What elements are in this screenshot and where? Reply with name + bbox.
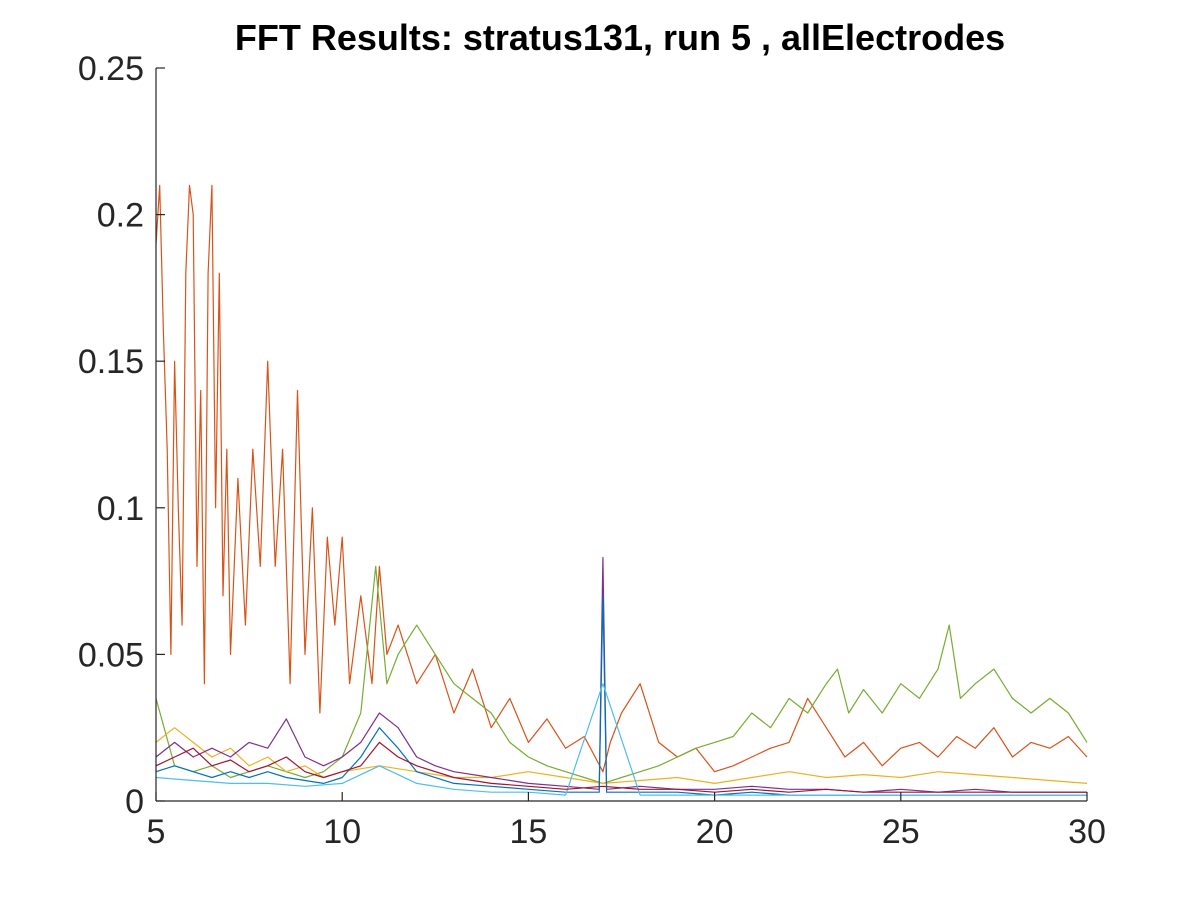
y-tick-label: 0 bbox=[125, 783, 144, 821]
x-tick-label: 20 bbox=[696, 813, 734, 851]
y-tick-label: 0.15 bbox=[78, 343, 144, 381]
y-tick-label: 0.05 bbox=[78, 636, 144, 674]
series-line-1 bbox=[155, 184, 1088, 773]
series-line-2 bbox=[155, 565, 1088, 785]
series-line-3 bbox=[155, 727, 1088, 785]
y-tick-label: 0.1 bbox=[97, 490, 144, 528]
ticks-layer: 5 10 15 20 25 30 0 0.05 0.1 0.15 0.2 0.25 bbox=[78, 50, 1106, 851]
x-tick-label: 10 bbox=[323, 813, 361, 851]
x-tick-label: 15 bbox=[509, 813, 547, 851]
y-tick-label: 0.2 bbox=[97, 197, 144, 235]
y-tick-label: 0.25 bbox=[78, 50, 144, 88]
x-tick-label: 30 bbox=[1068, 813, 1106, 851]
x-tick-label: 25 bbox=[882, 813, 920, 851]
x-tick-label: 5 bbox=[147, 813, 166, 851]
axes-layer bbox=[155, 68, 1087, 802]
chart-title: FFT Results: stratus131, run 5 , allElec… bbox=[235, 17, 1005, 58]
series-line-7 bbox=[155, 741, 1087, 793]
